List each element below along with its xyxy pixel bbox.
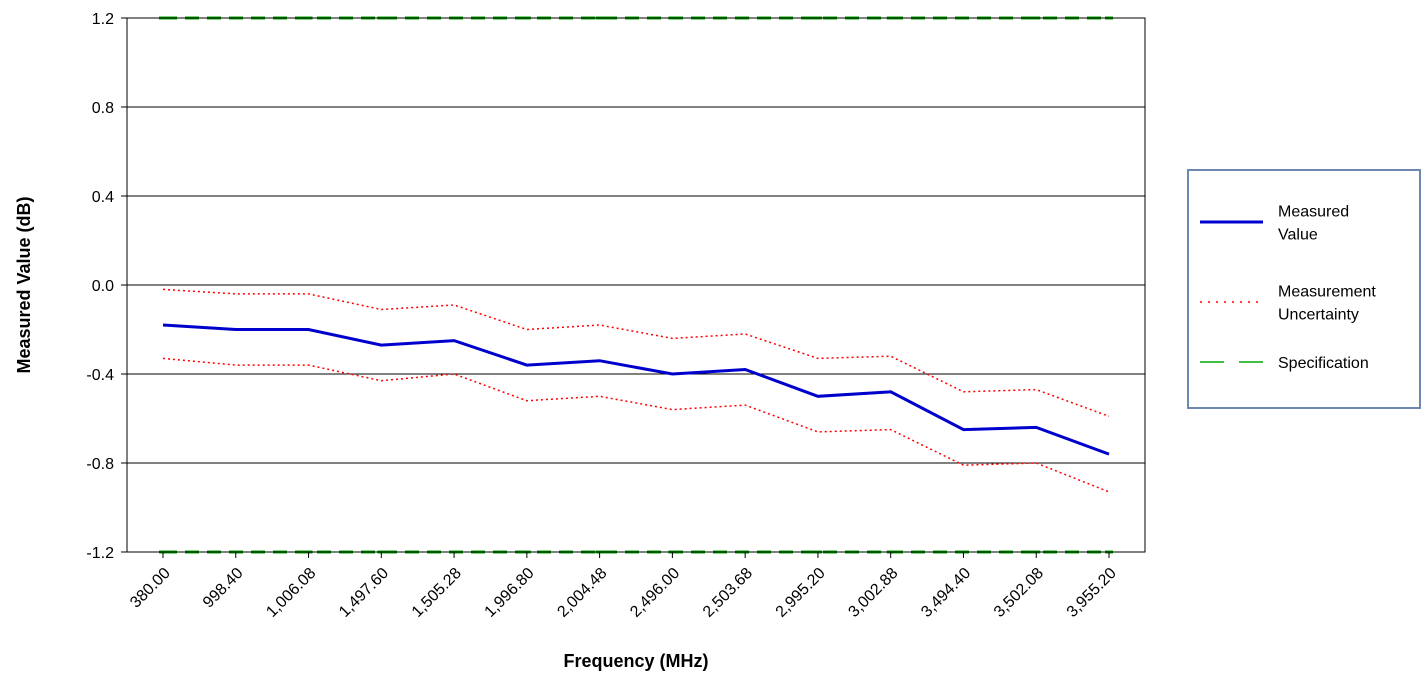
x-tick-label: 2,004.48	[554, 565, 610, 621]
x-tick-label: 1,497.60	[336, 565, 392, 621]
x-tick-label: 380.00	[127, 565, 174, 612]
y-tick-label: 1.2	[92, 11, 114, 28]
y-tick-label: -0.8	[86, 456, 114, 473]
legend-label: Measurement	[1278, 284, 1376, 301]
x-tick-label: 1,996.80	[482, 565, 538, 621]
x-tick-label: 2,503.68	[700, 565, 756, 621]
x-tick-label: 3,955.20	[1064, 565, 1120, 621]
legend-label: Uncertainty	[1278, 307, 1359, 324]
legend-label: Specification	[1278, 355, 1369, 372]
legend-label: Value	[1278, 227, 1318, 244]
x-axis: 380.00 998.40 1,006.08 1,497.60 1,505.28 1,99…	[127, 552, 1120, 621]
x-tick-label: 2,995.20	[773, 565, 829, 621]
y-axis: 1.2 0.8 0.4 0.0 -0.4 -0.8 -1.2	[86, 11, 127, 562]
legend: Measured Value Measurement Uncertainty Speci…	[1187, 169, 1421, 409]
legend-label: Measured	[1278, 204, 1349, 221]
x-tick-label: 1,505.28	[409, 565, 465, 621]
y-axis-title: Measured Value (dB)	[14, 196, 34, 373]
x-tick-label: 2,496.00	[627, 565, 683, 621]
x-tick-label: 998.40	[200, 565, 247, 612]
y-tick-label: -1.2	[86, 545, 114, 562]
x-tick-label: 3,502.08	[991, 565, 1047, 621]
legend-box	[1187, 169, 1421, 409]
x-tick-label: 1,006.08	[263, 565, 319, 621]
x-tick-label: 3,002.88	[845, 565, 901, 621]
x-axis-title: Frequency (MHz)	[563, 651, 708, 671]
series-line-measured	[162, 323, 1110, 456]
series-line-lower	[162, 357, 1110, 493]
x-tick-label: 3,494.40	[918, 565, 974, 621]
y-tick-label: 0.8	[92, 100, 114, 117]
y-tick-label: -0.4	[86, 367, 114, 384]
grid-lines	[127, 17, 1145, 553]
series-line-upper	[162, 288, 1110, 418]
y-tick-label: 0.4	[92, 189, 114, 206]
y-tick-label: 0.0	[92, 278, 114, 295]
